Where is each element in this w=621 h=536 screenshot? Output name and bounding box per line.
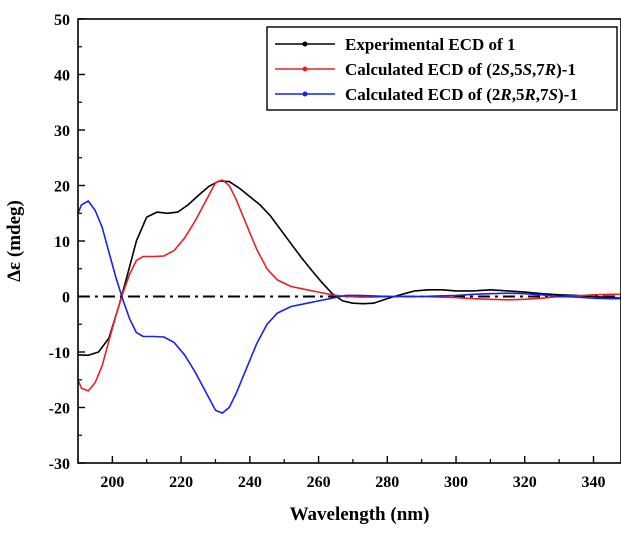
series-line-1 <box>77 180 621 357</box>
legend-label-3: Calculated ECD of (2R,5R,7S)-1 <box>345 85 578 104</box>
y-tick-label--30: -30 <box>49 456 70 473</box>
y-tick-label-10: 10 <box>54 234 70 251</box>
axis-ticks: 200 220 240 260 280 300 320 340 -30 -20 -10 0 10 20 30… <box>49 12 606 491</box>
x-axis-label: Wavelength (nm) <box>290 504 430 525</box>
series-line-3 <box>77 200 621 414</box>
x-tick-label-200: 200 <box>100 474 124 491</box>
y-axis-label: Δε (mdeg) <box>4 200 25 282</box>
x-tick-label-240: 240 <box>238 474 262 491</box>
x-tick-label-220: 220 <box>169 474 193 491</box>
y-tick-label-50: 50 <box>54 12 70 29</box>
y-tick-label-20: 20 <box>54 179 70 196</box>
legend-label-2: Calculated ECD of (2S,5S,7R)-1 <box>345 60 576 79</box>
x-tick-label-260: 260 <box>307 474 331 491</box>
x-tick-label-340: 340 <box>582 474 606 491</box>
y-tick-label-30: 30 <box>54 123 70 140</box>
series-lines <box>77 179 621 414</box>
series-line-2 <box>77 179 621 392</box>
legend-label-1: Experimental ECD of 1 <box>345 35 515 54</box>
legend-marker-2 <box>302 66 308 72</box>
y-tick-label-40: 40 <box>54 68 70 85</box>
y-tick-label--10: -10 <box>49 345 70 362</box>
x-tick-label-320: 320 <box>513 474 537 491</box>
y-tick-label--20: -20 <box>49 401 70 418</box>
legend-marker-1 <box>302 41 308 47</box>
legend: Experimental ECD of 1 Calculated ECD of (… <box>266 26 618 111</box>
x-tick-label-300: 300 <box>444 474 468 491</box>
y-tick-label-0: 0 <box>62 290 70 307</box>
legend-marker-3 <box>302 91 308 97</box>
x-tick-label-280: 280 <box>375 474 399 491</box>
